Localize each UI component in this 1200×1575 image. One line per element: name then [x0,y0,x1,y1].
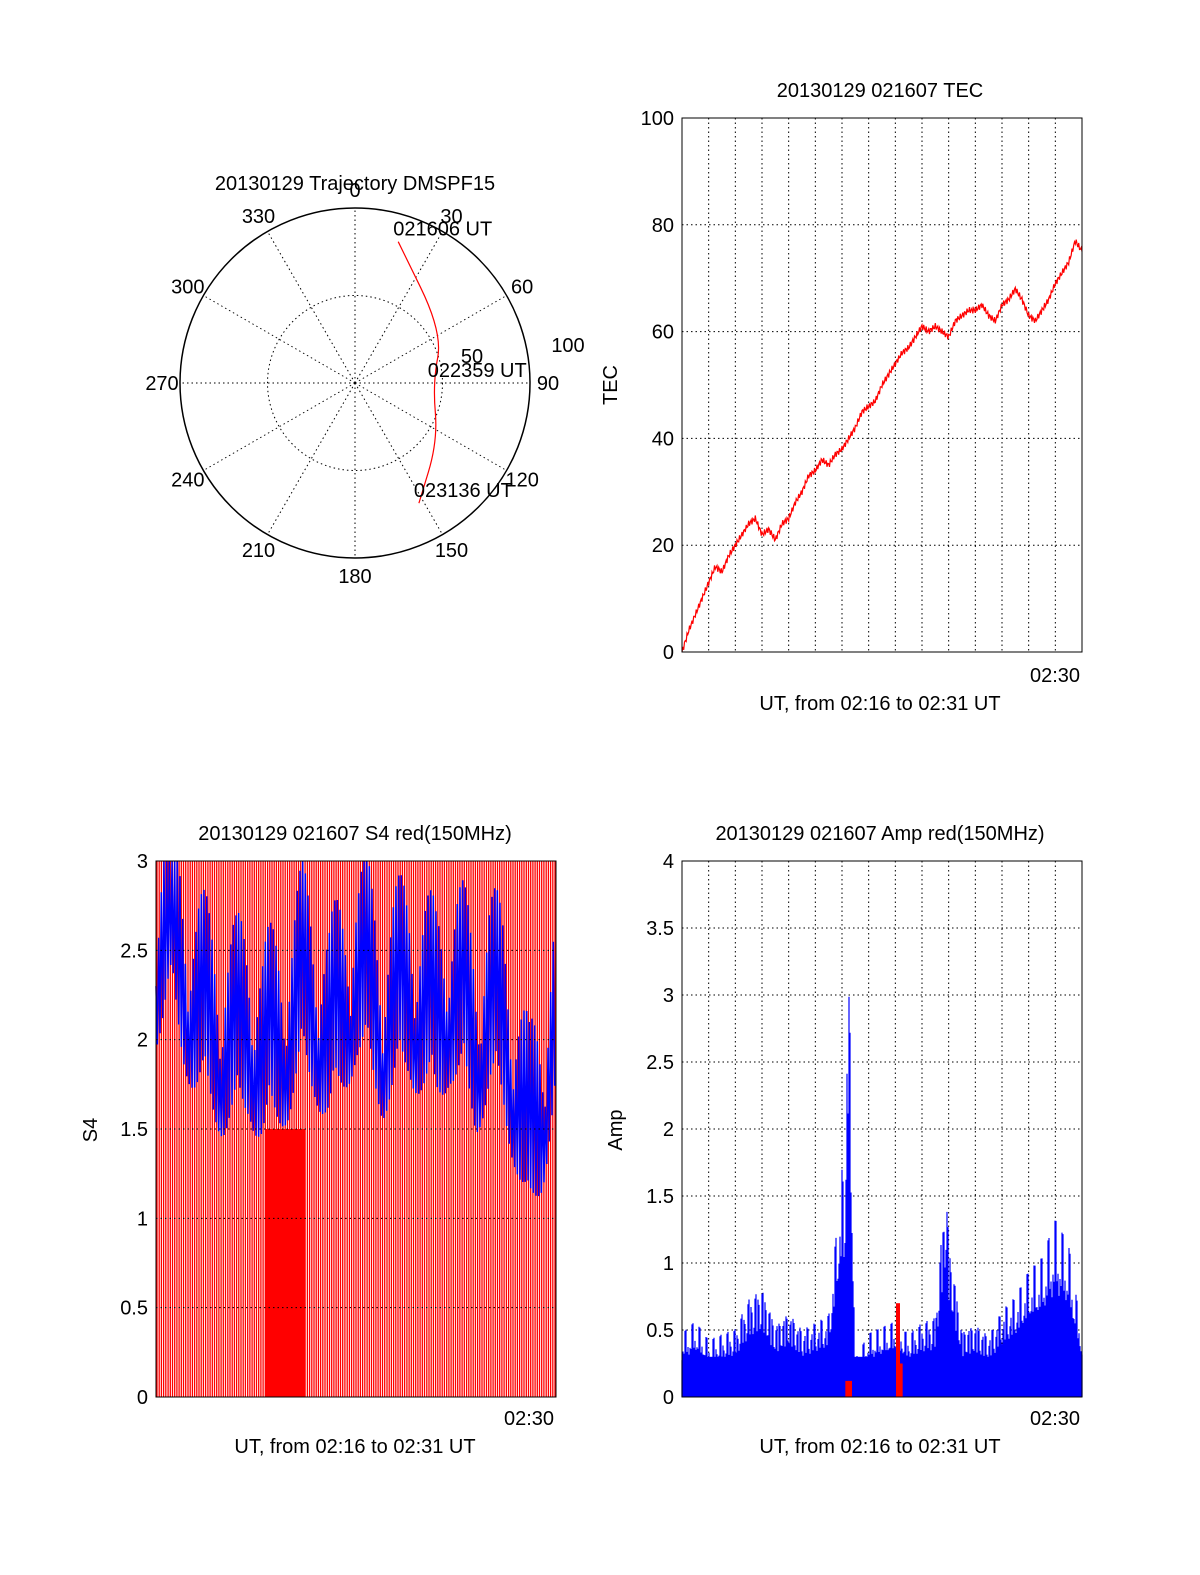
s4-chart-title: 20130129 021607 S4 red(150MHz) [198,823,512,845]
y-tick-label: 20 [652,535,674,557]
angle-tick-label: 330 [242,206,275,228]
angle-tick-label: 300 [171,277,204,299]
polar-grid [179,207,531,559]
trajectory-time-label: 022359 UT [428,360,527,382]
amp-x-axis-label: UT, from 02:16 to 02:31 UT [759,1436,1000,1458]
y-tick-label: 60 [652,322,674,344]
s4-red-oscillation [156,861,556,1397]
radial-tick-label-50: 50 [461,346,483,368]
angle-tick-label: 30 [440,206,462,228]
trajectory-time-labels: 021606 UT 022359 UT 023136 UT [393,219,527,502]
amp-red-bar [848,1380,852,1397]
tec-chart: 20130129 021607 TEC 0 20 40 60 80 100 02:30 U… [600,80,1083,715]
amp-blue-base-fill [682,1356,1082,1397]
y-tick-label: 4 [663,851,674,873]
y-tick-label: 2.5 [646,1052,674,1074]
y-tick-label: 0 [137,1387,148,1409]
polar-trajectory-chart: 20130129 Trajectory DMSPF15 0 30 60 90 120 15… [145,173,584,588]
y-tick-label: 1.5 [646,1186,674,1208]
s4-grid [156,949,556,1309]
s4-blue-series-line [155,860,556,1197]
angle-tick-label: 240 [171,470,204,492]
angle-tick-label: 60 [511,277,533,299]
amp-y-axis-label: Amp [605,1109,627,1150]
trajectory-line [397,241,440,504]
tec-x-tick-label: 02:30 [1030,665,1080,687]
polar-chart-title: 20130129 Trajectory DMSPF15 [215,173,495,195]
y-tick-label: 3 [663,985,674,1007]
s4-red-dense-block [265,1129,306,1397]
angle-tick-label: 180 [338,566,371,588]
angle-tick-label: 120 [505,470,538,492]
y-tick-label: 40 [652,428,674,450]
y-tick-label: 1 [663,1253,674,1275]
y-tick-label: 100 [641,108,674,130]
amp-bars [681,996,1083,1397]
y-tick-label: 80 [652,215,674,237]
amp-red-bar [845,1380,850,1397]
y-tick-label: 0.5 [120,1298,148,1320]
y-tick-label: 3.5 [646,918,674,940]
y-tick-label: 2 [137,1030,148,1052]
s4-y-tick-labels: 0 0.5 1 1.5 2 2.5 3 [120,851,148,1409]
y-tick-label: 1.5 [120,1119,148,1141]
polar-spoke [267,382,356,535]
s4-plot-frame [155,860,557,1398]
angle-tick-label: 0 [349,180,360,202]
amp-red-bar [896,1303,900,1397]
y-tick-label: 2.5 [120,940,148,962]
amp-chart-title: 20130129 021607 Amp red(150MHz) [715,823,1044,845]
angle-tick-label: 270 [145,373,178,395]
y-tick-label: 2 [663,1119,674,1141]
polar-outer-circle [179,207,531,559]
angle-tick-label: 150 [435,540,468,562]
s4-y-axis-label: S4 [80,1118,102,1142]
amp-blue-series [681,996,1083,1397]
tec-y-tick-labels: 0 20 40 60 80 100 [641,108,674,664]
tec-grid [682,118,1082,652]
tec-chart-title: 20130129 021607 TEC [777,80,983,102]
amp-red-bar [898,1363,903,1397]
y-tick-label: 1 [137,1208,148,1230]
amp-y-tick-labels: 0 0.5 1 1.5 2 2.5 3 3.5 4 [646,851,674,1409]
radial-tick-label-100: 100 [551,335,584,357]
y-tick-label: 0 [663,1387,674,1409]
amp-chart: 20130129 021607 Amp red(150MHz) 0 0.5 1 1.5… [605,823,1083,1458]
y-tick-label: 0.5 [646,1320,674,1342]
y-tick-label: 0 [663,642,674,664]
y-tick-label: 3 [137,851,148,873]
tec-x-axis-label: UT, from 02:16 to 02:31 UT [759,693,1000,715]
tec-plot-frame [681,117,1083,653]
angle-tick-label: 90 [537,373,559,395]
tec-series-line [681,239,1083,653]
amp-plot-frame [681,860,1083,1398]
tec-y-axis-label: TEC [600,365,622,405]
polar-angle-labels: 0 30 60 90 120 150 180 210 240 270 300 330 [145,180,559,588]
polar-inner-circle [267,295,443,471]
amp-x-tick-label: 02:30 [1030,1408,1080,1430]
s4-chart: 20130129 021607 S4 red(150MHz) 0 0.5 1 1.5 2… [80,823,557,1458]
trajectory-time-label: 021606 UT [393,219,492,241]
s4-x-axis-label: UT, from 02:16 to 02:31 UT [234,1436,475,1458]
angle-tick-label: 210 [242,540,275,562]
trajectory-time-label: 023136 UT [414,480,513,502]
polar-spoke [203,382,356,471]
s4-x-tick-label: 02:30 [504,1408,554,1430]
